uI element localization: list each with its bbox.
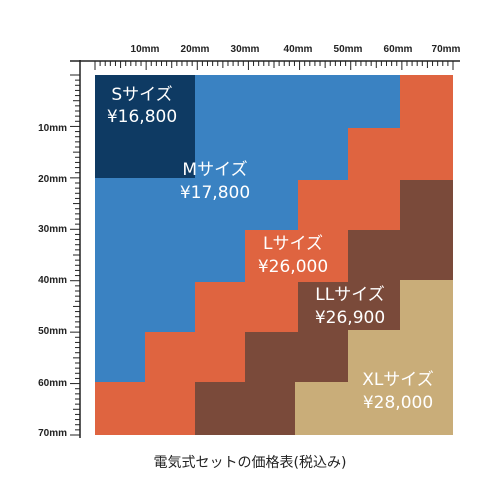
price-table-caption: 電気式セットの価格表(税込み)	[153, 455, 347, 471]
top-label-50mm: 50mm	[334, 44, 363, 55]
left-label-40mm: 40mm	[38, 275, 67, 286]
ll-size-name: LLサイズ	[315, 285, 384, 305]
top-label-10mm: 10mm	[131, 44, 160, 55]
zone-labels: Sサイズ ¥16,800 Mサイズ ¥17,800 Lサイズ ¥26,000 L…	[107, 85, 434, 413]
m-size-price: ¥17,800	[180, 183, 250, 203]
xl-size-name: XLサイズ	[362, 370, 434, 390]
m-size-name: Mサイズ	[182, 160, 247, 180]
s-size-price: ¥16,800	[107, 107, 177, 127]
left-label-60mm: 60mm	[38, 378, 67, 389]
top-ruler-ticks	[94, 61, 454, 70]
left-label-30mm: 30mm	[38, 224, 67, 235]
xl-size-price: ¥28,000	[363, 393, 433, 413]
top-label-30mm: 30mm	[231, 44, 260, 55]
top-ruler: 10mm 20mm 30mm 40mm 50mm 60mm 70mm	[70, 44, 461, 70]
left-ruler-ticks	[70, 74, 80, 436]
top-label-20mm: 20mm	[181, 44, 210, 55]
left-label-50mm: 50mm	[38, 326, 67, 337]
left-ruler: 10mm 20mm 30mm 40mm 50mm 60mm 70mm	[38, 60, 81, 439]
s-zone	[95, 75, 195, 178]
left-label-10mm: 10mm	[38, 123, 67, 134]
top-label-60mm: 60mm	[384, 44, 413, 55]
s-size-name: Sサイズ	[111, 85, 172, 105]
left-ruler-labels: 10mm 20mm 30mm 40mm 50mm 60mm 70mm	[38, 123, 67, 439]
left-label-20mm: 20mm	[38, 174, 67, 185]
top-label-70mm: 70mm	[432, 44, 461, 55]
top-ruler-labels: 10mm 20mm 30mm 40mm 50mm 60mm 70mm	[131, 44, 461, 55]
l-size-name: Lサイズ	[263, 234, 323, 254]
top-label-40mm: 40mm	[284, 44, 313, 55]
left-label-70mm: 70mm	[38, 428, 67, 439]
l-size-price: ¥26,000	[258, 257, 328, 277]
ll-size-price: ¥26,900	[315, 308, 385, 328]
size-zones	[95, 75, 453, 435]
